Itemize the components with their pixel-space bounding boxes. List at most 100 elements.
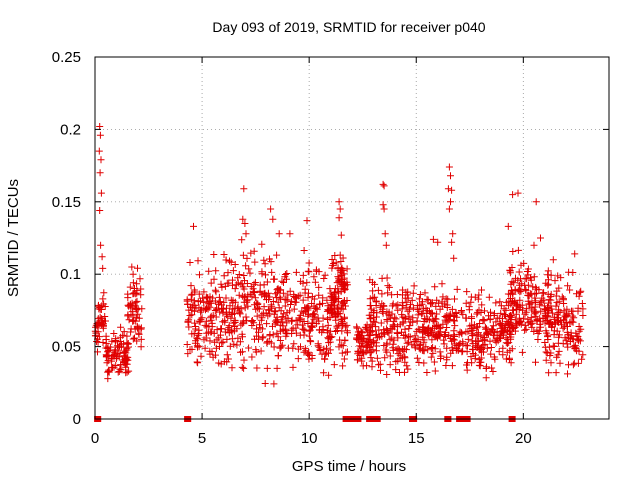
data-point	[243, 254, 251, 262]
data-point	[469, 340, 477, 348]
data-point	[566, 286, 574, 294]
data-point	[368, 328, 376, 336]
data-point	[211, 338, 219, 346]
data-point	[290, 305, 298, 313]
data-point	[353, 335, 361, 343]
data-point	[239, 251, 247, 259]
data-point	[203, 329, 211, 337]
data-point	[321, 355, 329, 363]
data-point	[445, 331, 453, 339]
data-point	[422, 304, 430, 312]
data-point	[258, 334, 266, 342]
data-point	[471, 355, 479, 363]
data-point	[564, 370, 571, 378]
data-point	[405, 333, 413, 340]
data-point	[129, 279, 137, 287]
data-point	[197, 315, 205, 323]
data-point	[268, 268, 276, 276]
data-point	[458, 307, 465, 314]
data-point	[195, 317, 203, 325]
data-point	[524, 271, 532, 279]
data-point	[328, 256, 336, 263]
data-point	[258, 314, 266, 322]
data-point	[215, 359, 223, 367]
data-point	[419, 309, 427, 317]
data-point	[194, 335, 202, 343]
data-point	[550, 343, 558, 350]
data-point	[469, 331, 477, 339]
data-point	[511, 286, 519, 294]
data-point	[528, 306, 536, 314]
data-point	[441, 328, 449, 336]
data-point	[310, 295, 318, 303]
data-point	[505, 339, 513, 347]
data-point	[409, 304, 417, 312]
data-point	[278, 313, 286, 321]
data-point	[436, 332, 444, 340]
data-point	[354, 356, 362, 364]
data-point	[384, 282, 392, 290]
data-point	[296, 311, 304, 319]
data-point	[394, 306, 402, 314]
data-point	[115, 343, 123, 351]
data-point	[327, 289, 335, 297]
data-point	[551, 277, 559, 285]
data-point	[276, 337, 284, 344]
data-point	[437, 352, 445, 360]
data-point	[399, 318, 407, 326]
data-point	[569, 318, 577, 326]
data-point	[116, 342, 123, 350]
data-point	[570, 314, 578, 322]
data-point	[423, 369, 431, 376]
data-point	[96, 207, 104, 214]
data-point	[273, 251, 281, 259]
data-point	[455, 330, 463, 338]
data-point	[230, 319, 238, 327]
data-point	[579, 312, 587, 319]
data-point	[378, 290, 386, 298]
data-point	[547, 290, 555, 298]
data-point	[550, 315, 558, 323]
data-point	[388, 334, 396, 342]
data-point	[492, 318, 500, 326]
y-tick-label: 0.05	[52, 339, 81, 356]
data-point	[206, 337, 214, 345]
data-point	[276, 293, 284, 301]
data-point	[309, 310, 317, 318]
data-point	[97, 156, 105, 164]
data-point	[394, 322, 402, 330]
data-point	[229, 281, 236, 289]
data-point	[278, 277, 286, 285]
data-point	[241, 220, 249, 227]
data-point	[327, 302, 335, 310]
data-point	[477, 354, 485, 362]
data-point	[329, 307, 336, 315]
data-point	[380, 342, 388, 349]
data-point	[386, 352, 394, 360]
data-point	[323, 349, 331, 357]
data-point	[547, 359, 555, 367]
data-point	[413, 354, 421, 362]
data-point	[509, 191, 517, 199]
data-point	[270, 343, 278, 351]
data-point	[575, 323, 583, 330]
data-point	[203, 294, 211, 302]
data-point	[562, 310, 570, 318]
data-point	[269, 298, 277, 305]
data-point	[578, 300, 586, 307]
data-point	[394, 330, 401, 337]
data-point	[277, 343, 285, 351]
data-point	[482, 374, 490, 382]
data-point	[244, 296, 251, 304]
y-tick-label: 0.2	[60, 121, 81, 138]
data-point	[125, 316, 133, 324]
data-point	[574, 304, 582, 312]
data-point	[473, 330, 481, 338]
data-point	[239, 215, 247, 223]
data-point	[95, 147, 103, 155]
data-point	[296, 291, 304, 299]
data-point	[98, 321, 106, 329]
data-point	[236, 309, 244, 317]
data-point	[569, 269, 577, 276]
data-point	[261, 260, 269, 268]
